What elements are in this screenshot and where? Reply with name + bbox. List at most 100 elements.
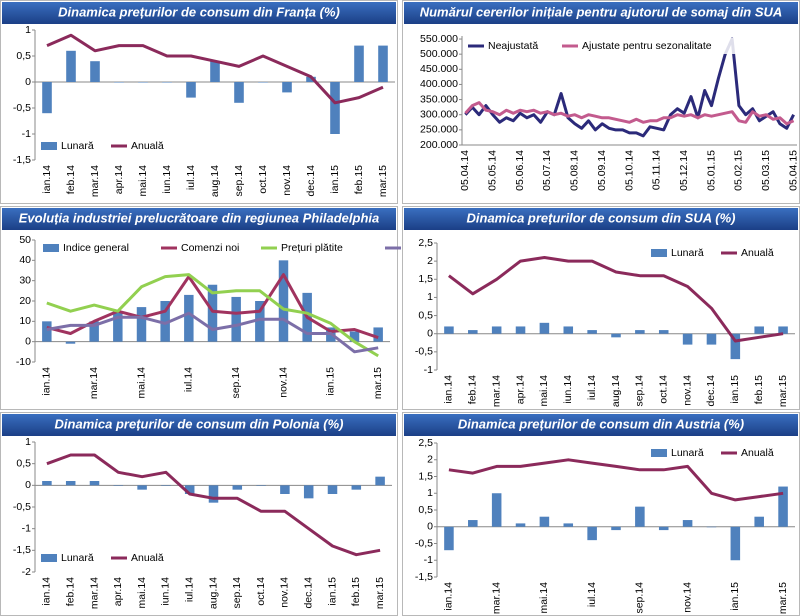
y-tick-label: 2,5 bbox=[418, 437, 433, 449]
x-tick-label: nov.14 bbox=[681, 375, 693, 406]
chart-title: Evoluția industriei prelucrătoare din re… bbox=[19, 210, 379, 225]
x-tick-label: mai.14 bbox=[135, 367, 147, 399]
x-tick-label: aug.14 bbox=[610, 375, 622, 407]
chart-title: Dinamica prețurilor de consum din Austri… bbox=[458, 416, 744, 431]
bar bbox=[515, 326, 526, 334]
x-tick-label: sep.14 bbox=[634, 375, 646, 407]
y-tick-label: -1,5 bbox=[13, 154, 31, 166]
title-bar bbox=[2, 2, 396, 24]
x-tick-label: sep.14 bbox=[233, 165, 245, 197]
legend-label: Anuală bbox=[741, 447, 774, 459]
bar bbox=[491, 326, 502, 334]
y-tick-label: 450.000 bbox=[420, 63, 458, 75]
bar bbox=[635, 506, 645, 527]
bar bbox=[66, 50, 76, 82]
y-tick-label: 500.000 bbox=[420, 48, 458, 60]
bar bbox=[515, 523, 526, 527]
line bbox=[46, 453, 381, 557]
x-tick-label: mar.14 bbox=[490, 582, 502, 614]
legend-label: Anuală bbox=[131, 552, 164, 564]
x-tick-label: iun.14 bbox=[562, 375, 574, 404]
bar bbox=[587, 526, 597, 541]
x-tick-label: feb.14 bbox=[65, 165, 77, 194]
panel bbox=[402, 412, 800, 616]
x-tick-label: 05.10.14 bbox=[623, 150, 635, 191]
x-tick-label: dec.14 bbox=[305, 165, 317, 197]
x-tick-label: dec.14 bbox=[705, 375, 717, 407]
x-tick-label: nov.14 bbox=[681, 582, 693, 613]
bar bbox=[137, 485, 147, 490]
bar bbox=[444, 526, 454, 551]
legend-box bbox=[465, 38, 763, 54]
line bbox=[464, 101, 795, 126]
x-tick-label: sep.14 bbox=[634, 582, 646, 614]
bar bbox=[539, 322, 550, 334]
title-bar bbox=[2, 414, 396, 436]
x-tick-label: ian.15 bbox=[729, 375, 741, 404]
x-tick-label: nov.14 bbox=[277, 367, 289, 398]
bar bbox=[232, 485, 243, 490]
x-tick-label: iul.14 bbox=[183, 367, 195, 392]
bar bbox=[587, 330, 597, 334]
line bbox=[46, 311, 379, 354]
y-tick-label: 0,5 bbox=[16, 50, 31, 62]
bar bbox=[42, 481, 52, 486]
bar bbox=[327, 485, 338, 494]
title-bar bbox=[404, 414, 798, 436]
x-tick-label: mar.14 bbox=[490, 375, 502, 407]
y-tick-label: -1 bbox=[424, 364, 433, 376]
legend-label: Neajustată bbox=[488, 40, 538, 52]
y-tick-label: 1 bbox=[427, 487, 433, 499]
bar bbox=[161, 485, 171, 486]
bar bbox=[136, 307, 147, 342]
y-tick-label: -2 bbox=[22, 566, 31, 578]
y-tick-label: 250.000 bbox=[420, 124, 458, 136]
bar bbox=[351, 485, 362, 490]
bar bbox=[280, 485, 290, 494]
bar bbox=[373, 327, 383, 342]
y-tick-label: -0,5 bbox=[13, 102, 31, 114]
bar bbox=[42, 321, 52, 342]
title-bar bbox=[404, 208, 798, 230]
x-tick-label: ian.14 bbox=[443, 375, 455, 404]
bar bbox=[611, 526, 621, 531]
y-tick-label: -1 bbox=[22, 128, 31, 140]
bar bbox=[278, 260, 289, 342]
y-tick-label: -10 bbox=[16, 356, 31, 368]
x-tick-label: mar.15 bbox=[374, 577, 386, 609]
chart-title: Numărul cererilor inițiale pentru ajutor… bbox=[420, 4, 783, 19]
legend-swatch bbox=[651, 449, 667, 457]
x-tick-label: apr.14 bbox=[113, 165, 125, 194]
bar bbox=[303, 485, 314, 499]
y-tick-label: 0 bbox=[427, 521, 433, 533]
legend-label: Anuală bbox=[131, 140, 164, 152]
x-tick-label: iun.14 bbox=[161, 165, 173, 194]
x-tick-label: oct.14 bbox=[257, 165, 269, 194]
legend-label: Comenzi noi bbox=[181, 242, 239, 254]
line bbox=[46, 273, 379, 340]
y-tick-label: 0,5 bbox=[418, 309, 433, 321]
x-tick-label: 05.11.14 bbox=[651, 150, 663, 190]
line bbox=[464, 37, 795, 138]
x-tick-label: 05.06.14 bbox=[514, 150, 526, 191]
title-bar bbox=[404, 2, 798, 24]
bar bbox=[65, 341, 76, 344]
y-tick-label: 50 bbox=[19, 234, 31, 246]
x-tick-label: mar.14 bbox=[88, 577, 100, 609]
legend-label: Lunară bbox=[671, 447, 704, 459]
x-tick-label: ian.15 bbox=[329, 165, 341, 194]
legend-label: Lunară bbox=[671, 247, 704, 259]
line bbox=[46, 273, 379, 358]
bar bbox=[65, 481, 76, 486]
x-tick-label: 05.02.15 bbox=[733, 150, 745, 191]
legend-label: Lunară bbox=[61, 140, 94, 152]
bar bbox=[256, 485, 266, 486]
bar bbox=[184, 294, 194, 342]
bar bbox=[330, 82, 340, 134]
bar bbox=[754, 516, 764, 527]
x-tick-label: oct.14 bbox=[255, 577, 267, 606]
bar bbox=[706, 526, 717, 528]
x-tick-label: iun.14 bbox=[160, 577, 172, 606]
x-tick-label: mai.14 bbox=[538, 582, 550, 614]
x-tick-label: 05.04.15 bbox=[787, 150, 799, 191]
